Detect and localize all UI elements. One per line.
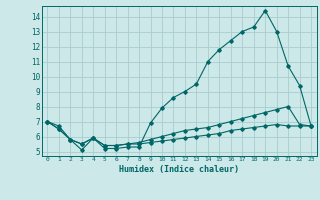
X-axis label: Humidex (Indice chaleur): Humidex (Indice chaleur) [119,165,239,174]
